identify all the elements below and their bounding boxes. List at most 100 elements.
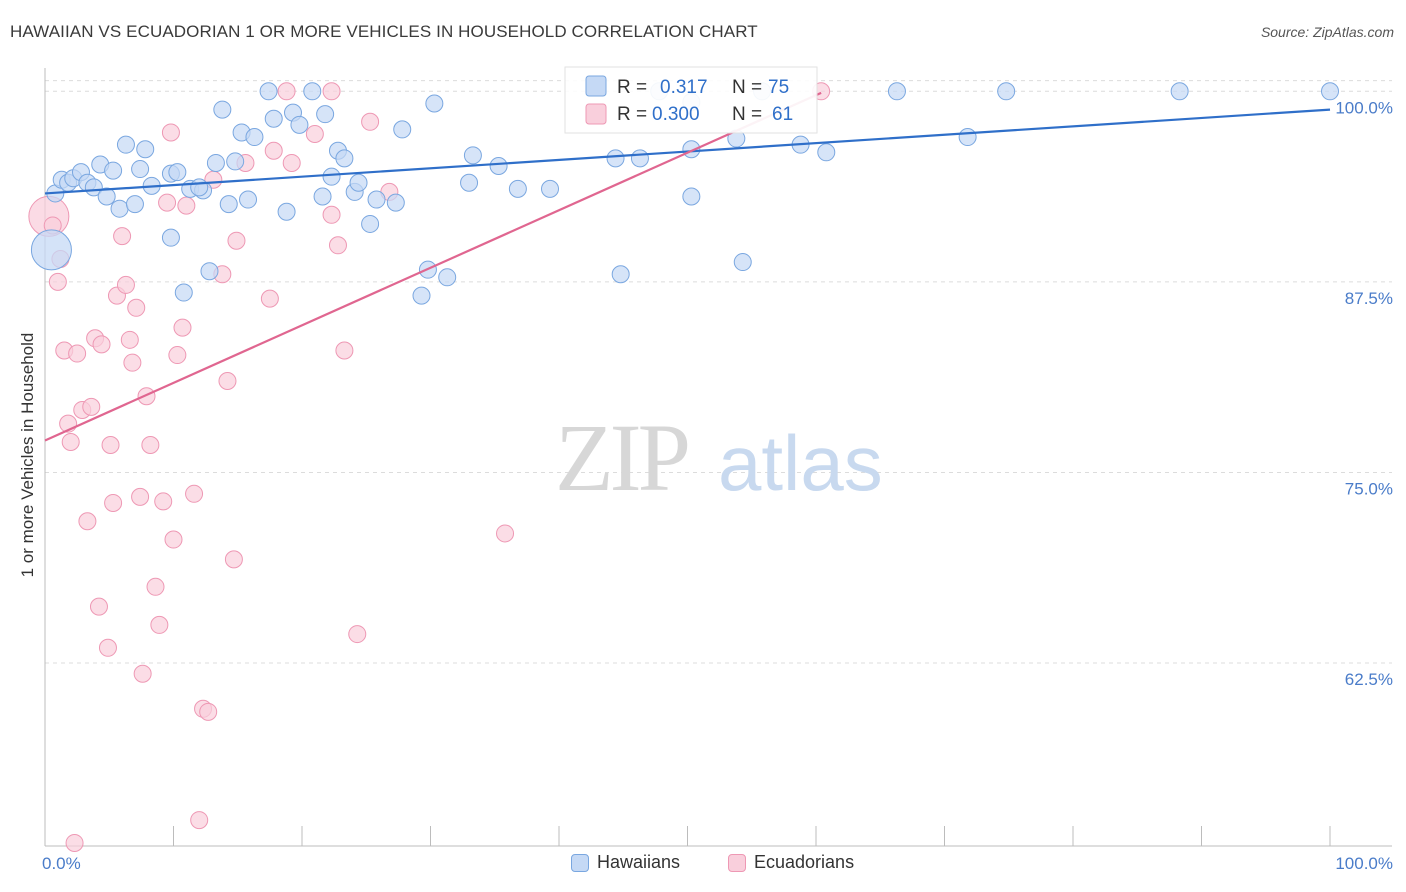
hawaiians-point	[367, 190, 386, 209]
ecuadorians-point	[78, 512, 97, 531]
hawaiians-point	[1170, 82, 1189, 101]
ecuadorians-point	[89, 597, 108, 616]
ecuadorians-point	[328, 236, 347, 255]
ecuadorians-point	[123, 353, 142, 372]
ecuadorians-point	[190, 811, 209, 830]
hawaiians-r-label: R =	[617, 77, 647, 98]
hawaiians-point	[682, 187, 701, 206]
hawaiians-point	[131, 160, 150, 179]
watermark: ZIP atlas	[555, 404, 883, 511]
hawaiians-point	[606, 149, 625, 168]
ecuadorians-point	[158, 193, 177, 212]
hawaiians-point	[206, 153, 225, 172]
legend-label-hawaiians: Hawaiians	[597, 852, 681, 872]
ecuadorians-point	[48, 272, 67, 291]
ecuadorians-point	[65, 833, 84, 852]
ecuadorians-point	[161, 123, 180, 142]
hawaiians-swatch	[571, 853, 589, 872]
ecuadorians-r-label: R =	[617, 104, 647, 125]
legend-item-ecuadorians[interactable]: Ecuadorians	[728, 852, 854, 873]
ecuadorians-point	[173, 318, 192, 337]
ecuadorians-point	[164, 530, 183, 549]
hawaiians-point	[887, 82, 906, 101]
ecuadorians-point	[61, 432, 80, 451]
hawaiians-point	[219, 195, 238, 214]
legend-label-ecuadorians: Ecuadorians	[754, 852, 855, 872]
hawaiians-point	[958, 128, 977, 147]
ecuadorians-n-label: N =	[732, 104, 762, 125]
hawaiians-point	[611, 265, 630, 284]
hawaiians-point	[174, 283, 193, 302]
y-tick-label: 75.0%	[1345, 479, 1393, 498]
hawaiians-point	[136, 140, 155, 159]
hawaiians-point	[264, 109, 283, 128]
hawaiians-point	[463, 146, 482, 165]
hawaiians-point	[313, 187, 332, 206]
ecuadorians-point	[154, 492, 173, 511]
hawaiians-point	[110, 199, 129, 218]
hawaiians-point	[412, 286, 431, 305]
hawaiians-point	[213, 100, 232, 119]
ecuadorians-n-value: 61	[772, 104, 793, 125]
ecuadorians-point	[305, 124, 324, 143]
ecuadorians-swatch	[728, 853, 746, 872]
ecuadorians-point	[361, 112, 380, 131]
ecuadorians-point	[168, 346, 187, 365]
ecuadorians-point	[260, 289, 279, 308]
hawaiians-point	[541, 179, 560, 198]
hawaiians-point	[190, 178, 209, 197]
ecuadorians-point	[137, 387, 156, 406]
hawaiians-point	[30, 229, 72, 271]
hawaiians-point	[997, 82, 1016, 101]
watermark-zip: ZIP	[555, 404, 688, 511]
hawaiians-point	[489, 157, 508, 176]
hawaiians-point	[104, 161, 123, 180]
ecuadorians-point	[227, 231, 246, 250]
ecuadorians-point	[120, 330, 139, 349]
hawaiians-point	[239, 190, 258, 209]
tick-labels: 62.5% 75.0% 87.5% 100.0% 0.0% 100.0%	[42, 98, 1393, 873]
y-tick-label: 62.5%	[1345, 670, 1393, 689]
hawaiians-n-value: 75	[768, 77, 789, 98]
hawaiians-point	[386, 193, 405, 212]
stats-legend: R = 0.317 N = 75 R = 0.300 N = 61	[564, 66, 818, 134]
ecuadorians-point	[348, 625, 367, 644]
ecuadorians-point	[185, 484, 204, 503]
ecuadorians-point	[322, 205, 341, 224]
hawaiians-n-label: N =	[732, 77, 762, 98]
ecuadorians-trend-line	[44, 91, 822, 442]
ecuadorians-point	[82, 397, 101, 416]
hawaiians-point	[168, 163, 187, 182]
hawaiians-point	[97, 187, 116, 206]
chart-title: HAWAIIAN VS ECUADORIAN 1 OR MORE VEHICLE…	[10, 22, 758, 41]
ecuadorians-point	[104, 493, 123, 512]
hawaiians-point	[226, 152, 245, 171]
ecuadorians-point	[68, 344, 87, 363]
ecuadorians-r-value: 0.300	[652, 104, 700, 125]
ecuadorians-point	[116, 275, 135, 294]
ecuadorians-points	[28, 82, 831, 852]
hawaiians-point	[303, 82, 322, 101]
hawaiians-point	[733, 253, 752, 272]
ecuadorians-point	[224, 550, 243, 569]
ecuadorians-legend-swatch	[585, 103, 607, 125]
ecuadorians-point	[218, 371, 237, 390]
hawaiians-point	[245, 128, 264, 147]
hawaiians-point	[438, 268, 457, 287]
legend-item-hawaiians[interactable]: Hawaiians	[571, 852, 680, 873]
ecuadorians-point	[264, 141, 283, 160]
x-tick-label-min: 0.0%	[42, 854, 81, 873]
ecuadorians-point	[92, 335, 111, 354]
watermark-atlas: atlas	[718, 419, 883, 507]
hawaiians-legend-swatch	[585, 75, 607, 97]
ecuadorians-point	[131, 487, 150, 506]
ecuadorians-point	[113, 227, 132, 246]
hawaiians-point	[817, 143, 836, 162]
ecuadorians-point	[496, 524, 515, 543]
hawaiians-point	[460, 173, 479, 192]
ecuadorians-point	[277, 82, 296, 101]
hawaiians-point	[125, 195, 144, 214]
hawaiians-point	[322, 167, 341, 186]
hawaiians-r-value: 0.317	[660, 77, 708, 98]
hawaiians-point	[290, 115, 309, 134]
